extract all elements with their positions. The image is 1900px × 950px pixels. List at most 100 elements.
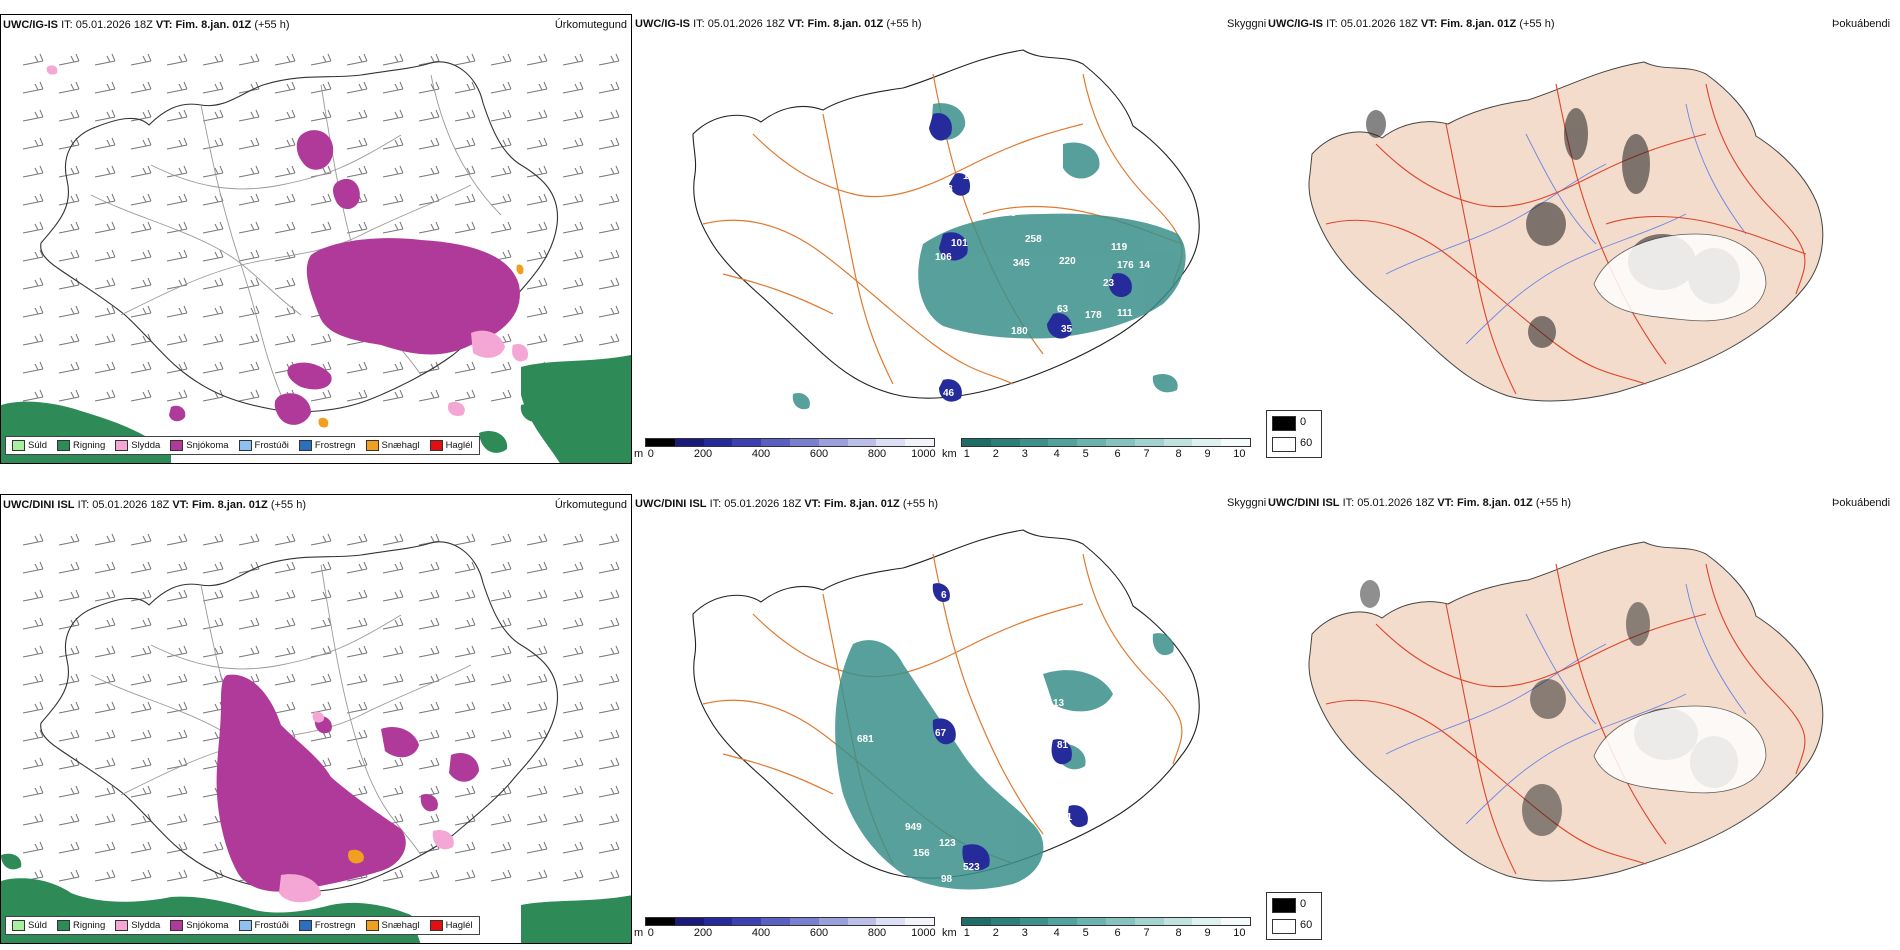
wind-barb	[166, 785, 188, 798]
ceiling-label: 299	[1013, 742, 1030, 753]
wind-barb	[598, 81, 620, 94]
tick-label: 9	[1204, 927, 1211, 939]
wind-barb	[166, 221, 188, 234]
wind-barb	[22, 701, 44, 714]
wind-barb	[202, 589, 224, 602]
model-name: UWC/DINI ISL	[635, 498, 707, 510]
wind-barb	[490, 785, 512, 798]
visibility-map-row2: 67 681 122 13 81 299 102 98 75 41 949 15…	[692, 529, 1200, 909]
panel-header: UWC/DINI ISL IT: 05.01.2026 18Z VT: Fim.…	[3, 499, 306, 511]
wind-barb	[598, 561, 620, 574]
wind-barb	[22, 389, 44, 402]
wind-barb	[382, 53, 404, 66]
legend-swatch	[429, 920, 443, 931]
wind-barb	[454, 673, 476, 686]
wind-barb	[562, 533, 584, 546]
valid-label: VT:	[1420, 18, 1438, 30]
wind-barb	[130, 109, 152, 122]
init-value: 05.01.2026 18Z	[75, 19, 153, 31]
legend-item: Slydda	[115, 440, 160, 451]
wind-barb	[130, 305, 152, 318]
tick-label: 8	[1175, 927, 1182, 939]
wind-barb	[22, 333, 44, 346]
ceiling-label: 67	[935, 728, 947, 739]
wind-barb	[382, 589, 404, 602]
wind-barb	[58, 589, 80, 602]
wind-barb	[418, 813, 440, 826]
wind-barb	[166, 109, 188, 122]
wind-barb	[526, 813, 548, 826]
wind-barb	[490, 589, 512, 602]
wind-barb	[130, 53, 152, 66]
wind-barb	[382, 673, 404, 686]
wind-barb	[454, 221, 476, 234]
wind-barb	[94, 389, 116, 402]
wind-barb	[346, 757, 368, 770]
wind-barb	[202, 53, 224, 66]
wind-barb	[130, 561, 152, 574]
ceiling-colorbar: m 0 200 400 600 800 1000	[634, 917, 936, 944]
ceiling-label: 120	[973, 192, 990, 203]
wind-barb	[382, 561, 404, 574]
model-name: UWC/IG-IS	[1268, 18, 1323, 30]
legend-label: Frostúði	[254, 440, 289, 451]
fog-key-row1: 0 60	[1266, 410, 1322, 458]
wind-barb	[454, 589, 476, 602]
tick-label: 600	[809, 927, 829, 939]
tick-label: 2	[992, 448, 999, 460]
wind-barb	[58, 193, 80, 206]
wind-barb	[22, 785, 44, 798]
fog-key-label: 0	[1300, 898, 1307, 910]
wind-barb	[22, 813, 44, 826]
legend-label: Súld	[28, 920, 48, 931]
wind-barb	[490, 617, 512, 630]
visibility-colorbar: km 1 2 3 4 5 6 7 8 9 10	[942, 917, 1253, 944]
wind-barb	[58, 221, 80, 234]
wind-barb	[490, 533, 512, 546]
wind-barb	[274, 673, 296, 686]
low-ceiling-area	[929, 113, 1132, 402]
wind-barb	[202, 617, 224, 630]
ceiling-label: 0	[1117, 722, 1123, 733]
wind-barb	[418, 869, 440, 882]
lead-time: (+55 h)	[902, 498, 938, 510]
wind-barb	[418, 701, 440, 714]
wind-barb	[454, 53, 476, 66]
fog-key-label: 60	[1300, 919, 1313, 931]
wind-barb	[346, 361, 368, 374]
roads-red	[1325, 563, 1806, 875]
wind-barb	[166, 389, 188, 402]
tick-label: 4	[1053, 448, 1060, 460]
ceiling-label: 176	[1117, 260, 1134, 271]
ceiling-label: 13	[1053, 698, 1065, 709]
panel-title: Úrkomutegund	[554, 19, 627, 31]
wind-barb	[598, 813, 620, 826]
wind-barb	[94, 701, 116, 714]
wind-barb	[58, 305, 80, 318]
wind-barb	[346, 729, 368, 742]
ceiling-value-labels: 71 3 123 148 120 75 125 101 106 258 345 …	[935, 124, 1159, 399]
wind-barb	[346, 701, 368, 714]
wind-barb	[22, 841, 44, 854]
wind-barb	[274, 193, 296, 206]
ceiling-label: 98	[1121, 762, 1133, 773]
tick-label: 5	[1082, 927, 1089, 939]
fog-key-label: 0	[1300, 416, 1307, 428]
wind-barb	[274, 249, 296, 262]
wind-barb	[562, 221, 584, 234]
legend-item: Snjókoma	[170, 920, 229, 931]
snow-area	[169, 130, 520, 425]
tick-label: 1000	[911, 448, 936, 460]
wind-barb	[166, 277, 188, 290]
wind-barb	[58, 729, 80, 742]
wind-barb	[238, 53, 260, 66]
wind-barb	[382, 785, 404, 798]
wind-barb	[130, 869, 152, 882]
wind-barb	[490, 841, 512, 854]
wind-barb	[22, 729, 44, 742]
tick-label: 10	[1233, 448, 1246, 460]
wind-barb	[490, 81, 512, 94]
wind-barb	[562, 249, 584, 262]
wind-barb	[166, 813, 188, 826]
wind-barb	[22, 81, 44, 94]
